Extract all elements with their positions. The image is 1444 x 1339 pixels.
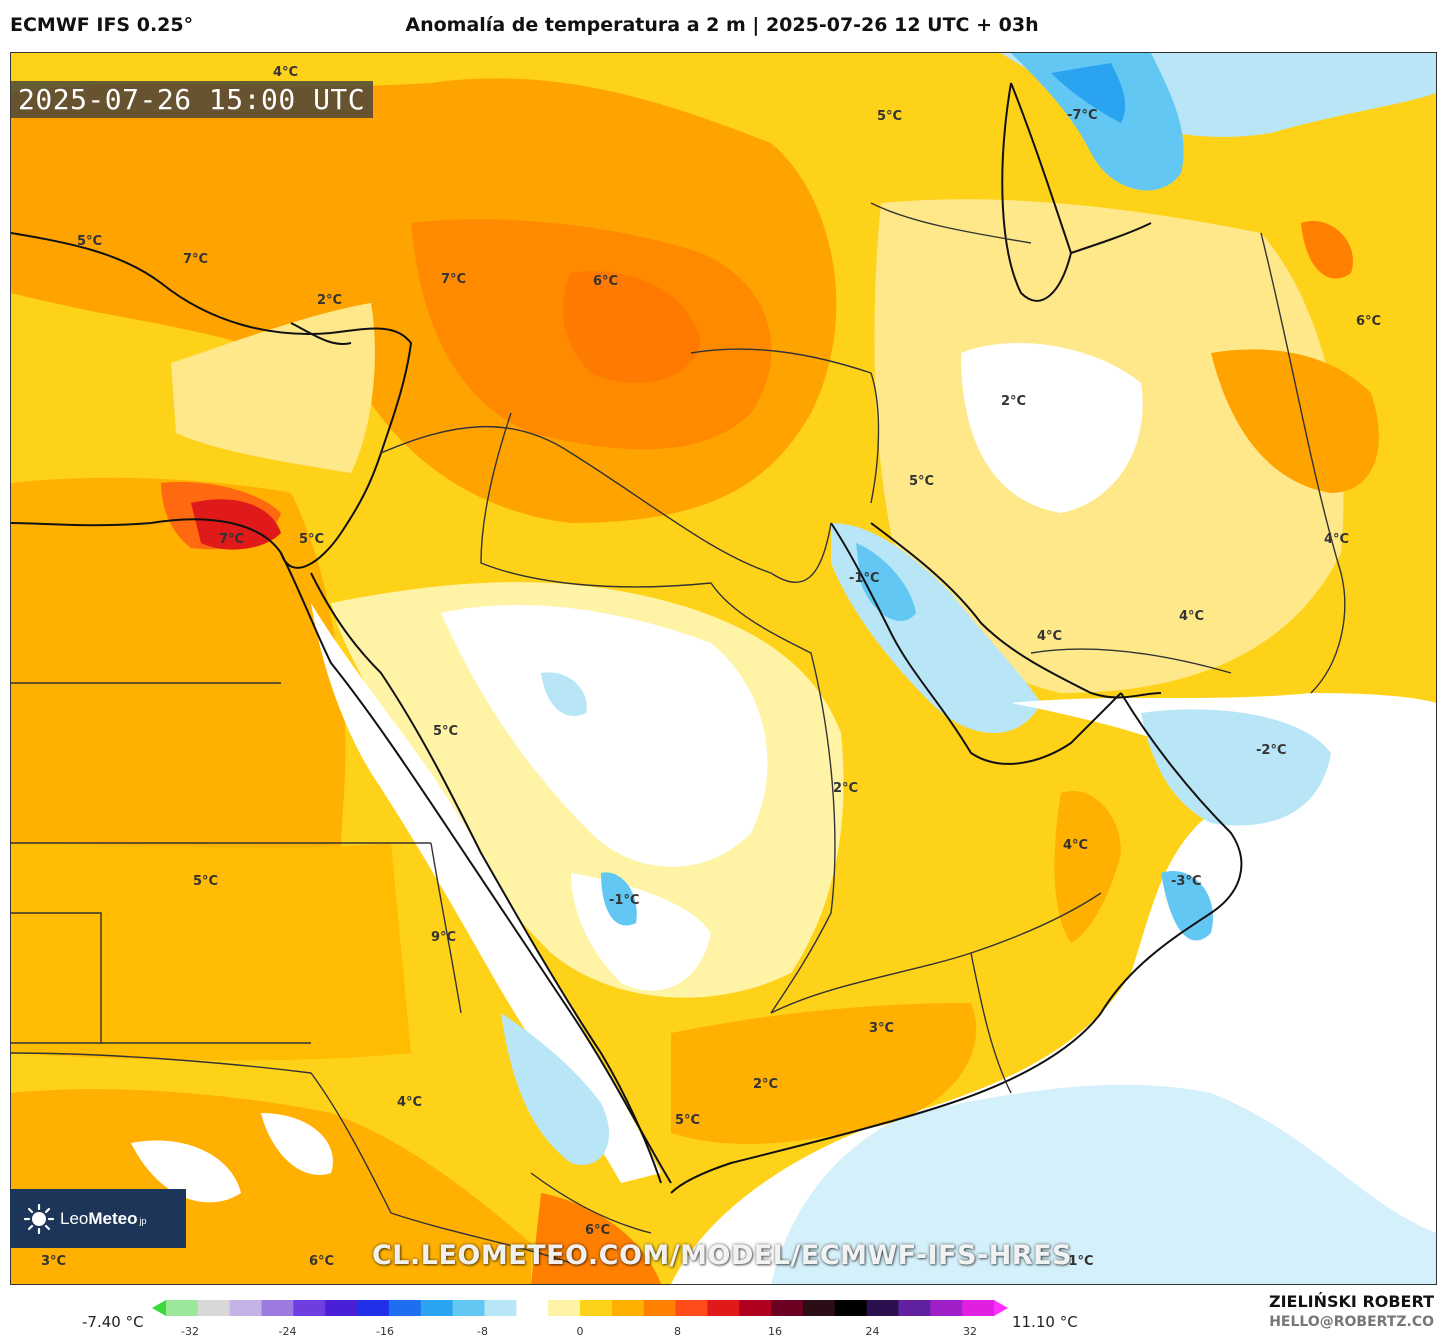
- colorbar-swatch: [166, 1300, 199, 1316]
- temp-label: 5°C: [909, 474, 935, 489]
- temp-label: 2°C: [317, 293, 343, 308]
- colorbar-swatch: [388, 1300, 422, 1316]
- temp-label: 5°C: [675, 1113, 701, 1128]
- temp-label: 9°C: [431, 930, 457, 945]
- temp-label: 3°C: [41, 1254, 67, 1269]
- colorbar-swatch: [261, 1300, 294, 1316]
- temp-label: 4°C: [273, 65, 299, 80]
- temp-label: -1°C: [849, 571, 880, 586]
- source-watermark: CL.LEOMETEO.COM/MODEL/ECMWF-IFS-HRES: [371, 1240, 1073, 1271]
- temp-label: 7°C: [219, 532, 245, 547]
- author-email: HELLO@ROBERTZ.CO: [1269, 1314, 1434, 1330]
- colorbar-swatch: [484, 1300, 517, 1316]
- colorbar-swatch: [452, 1300, 485, 1316]
- temp-label: 6°C: [309, 1254, 335, 1269]
- colorbar-max-label: 11.10 °C: [1012, 1313, 1078, 1331]
- temp-label: 5°C: [193, 874, 219, 889]
- temp-label: 2°C: [753, 1077, 779, 1092]
- colorbar-swatch: [802, 1300, 836, 1316]
- temp-label: 3°C: [869, 1021, 895, 1036]
- colorbar-swatch: [834, 1300, 868, 1316]
- temp-label: -1°C: [1063, 1254, 1094, 1269]
- colorbar-swatch: [611, 1300, 645, 1316]
- colorbar-tick-label: -16: [376, 1325, 394, 1338]
- colorbar-tick-label: -24: [278, 1325, 297, 1338]
- anomaly-map[interactable]: 4°C 5°C -7°C 5°C 7°C 2°C 7°C 6°C 6°C 2°C…: [10, 52, 1437, 1285]
- author-name: ZIELIŃSKI ROBERT: [1268, 1292, 1434, 1311]
- colorbar-swatch: [357, 1300, 390, 1316]
- colorbar-swatch: [420, 1300, 454, 1316]
- colorbar-tick-label: 8: [674, 1325, 681, 1338]
- colorbar-swatch: [675, 1300, 708, 1316]
- colorbar-swatch: [516, 1300, 549, 1316]
- temp-label: 2°C: [833, 781, 859, 796]
- colorbar-swatch: [293, 1300, 326, 1316]
- temp-label: 6°C: [585, 1223, 611, 1238]
- temp-label: 7°C: [183, 252, 209, 267]
- temp-label: -7°C: [1067, 108, 1098, 123]
- colorbar-tick-label: 0: [576, 1325, 584, 1338]
- temp-label: 7°C: [441, 272, 467, 287]
- temp-label: 4°C: [1179, 609, 1205, 624]
- anomaly-field: [11, 53, 1436, 1284]
- temp-label: -1°C: [609, 893, 640, 908]
- colorbar-swatch: [197, 1300, 231, 1316]
- colorbar-swatch: [548, 1300, 581, 1316]
- colorbar-tick-label: 24: [865, 1325, 880, 1338]
- temp-label: 6°C: [1356, 314, 1382, 329]
- temp-label: -3°C: [1171, 874, 1202, 889]
- colorbar-swatch: [866, 1300, 899, 1316]
- colorbar-swatch: [643, 1300, 677, 1316]
- sun-icon: [24, 1203, 54, 1234]
- colorbar-tick-label: 32: [963, 1325, 977, 1338]
- colorbar-arrow-high: [994, 1300, 1008, 1316]
- temp-label: 4°C: [1324, 532, 1350, 547]
- temp-label: 5°C: [299, 532, 325, 547]
- colorbar-tick-label: -8: [477, 1325, 488, 1338]
- temp-label: 5°C: [77, 234, 103, 249]
- temp-label: 5°C: [877, 109, 903, 124]
- temp-label: 4°C: [1037, 629, 1063, 644]
- colorbar-swatch: [930, 1300, 963, 1316]
- colorbar-swatch: [739, 1300, 772, 1316]
- temp-label: 4°C: [1063, 838, 1089, 853]
- temp-label: 4°C: [397, 1095, 423, 1110]
- logo-text: LeoMeteo jp: [60, 1208, 147, 1228]
- colorbar-swatch: [580, 1300, 613, 1316]
- model-name: ECMWF IFS 0.25°: [10, 14, 194, 36]
- colorbar-arrow-low: [152, 1300, 166, 1316]
- colorbar-swatch: [707, 1300, 740, 1316]
- colorbar-tick-label: 16: [768, 1325, 782, 1338]
- colorbar-swatch: [898, 1300, 931, 1316]
- colorbar-swatch: [771, 1300, 804, 1316]
- temp-label: 5°C: [433, 724, 459, 739]
- leometeo-logo[interactable]: LeoMeteo jp: [10, 1189, 186, 1248]
- colorbar-tick-label: -32: [181, 1325, 199, 1338]
- map-title: Anomalía de temperatura a 2 m | 2025-07-…: [405, 14, 1039, 36]
- temp-label: 2°C: [1001, 394, 1027, 409]
- colorbar-swatch: [962, 1300, 995, 1316]
- temp-label: 6°C: [593, 274, 619, 289]
- valid-time-badge: 2025-07-26 15:00 UTC: [10, 81, 374, 118]
- temp-label: -2°C: [1256, 743, 1287, 758]
- colorbar-swatch: [229, 1300, 263, 1316]
- colorbar: [152, 1300, 1008, 1316]
- colorbar-swatch: [325, 1300, 358, 1316]
- colorbar-min-label: -7.40 °C: [82, 1313, 144, 1331]
